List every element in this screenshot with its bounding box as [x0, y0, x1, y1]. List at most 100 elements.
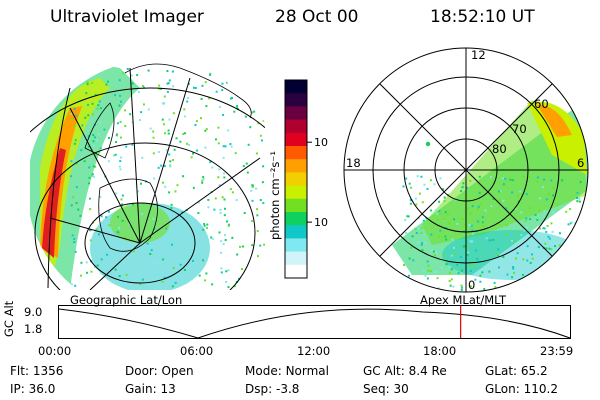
- speckle-pixel: [563, 245, 566, 248]
- speckle-pixel: [460, 217, 463, 220]
- speckle-pixel: [93, 136, 96, 139]
- speckle-pixel: [490, 205, 493, 208]
- speckle-pixel: [203, 224, 206, 227]
- speckle-pixel: [207, 198, 210, 201]
- speckle-pixel: [95, 228, 98, 231]
- speckle-pixel: [433, 254, 436, 257]
- speckle-pixel: [253, 93, 256, 96]
- speckle-pixel: [471, 229, 474, 232]
- speckle-pixel: [157, 166, 160, 169]
- speckle-pixel: [139, 182, 142, 185]
- speckle-pixel: [206, 223, 209, 226]
- speckle-pixel: [476, 220, 479, 223]
- speckle-pixel: [167, 129, 170, 132]
- speckle-pixel: [73, 237, 76, 240]
- speckle-pixel: [408, 257, 411, 260]
- speckle-pixel: [124, 124, 127, 127]
- speckle-pixel: [119, 100, 122, 103]
- speckle-pixel: [71, 234, 74, 237]
- speckle-pixel: [469, 264, 472, 267]
- speckle-pixel: [83, 160, 86, 163]
- speckle-pixel: [583, 206, 586, 209]
- speckle-pixel: [565, 210, 568, 213]
- speckle-pixel: [162, 181, 165, 184]
- speckle-pixel: [77, 75, 80, 78]
- speckle-pixel: [75, 201, 78, 204]
- speckle-pixel: [118, 79, 121, 82]
- coastline: [98, 178, 158, 252]
- speckle-pixel: [96, 247, 99, 250]
- speckle-pixel: [161, 280, 164, 283]
- lat-label-80: 80: [492, 142, 507, 156]
- speckle-pixel: [187, 82, 190, 85]
- speckle-pixel: [116, 122, 119, 125]
- speckle-pixel: [430, 209, 433, 212]
- speckle-pixel: [501, 177, 504, 180]
- speckle-pixel: [225, 270, 228, 273]
- speckle-pixel: [130, 74, 133, 77]
- speckle-pixel: [445, 263, 448, 266]
- time-tick: 12:00: [297, 344, 331, 358]
- speckle-pixel: [92, 144, 95, 147]
- speckle-pixel: [479, 203, 482, 206]
- speckle-pixel: [75, 114, 78, 117]
- speckle-pixel: [247, 143, 250, 146]
- speckle-pixel: [586, 206, 588, 209]
- speckle-pixel: [516, 252, 519, 255]
- speckle-pixel: [436, 212, 439, 215]
- speckle-pixel: [223, 198, 226, 201]
- speckle-pixel: [412, 259, 415, 262]
- speckle-pixel: [420, 243, 423, 246]
- time-label: 18:52:10 UT: [430, 7, 535, 27]
- speckle-pixel: [160, 164, 163, 167]
- speckle-pixel: [538, 209, 541, 212]
- lat-label-70: 70: [512, 122, 527, 136]
- speckle-pixel: [91, 102, 94, 105]
- speckle-pixel: [202, 259, 205, 262]
- speckle-pixel: [493, 281, 496, 284]
- speckle-pixel: [167, 82, 170, 85]
- status-mode: Mode: Normal: [245, 364, 329, 378]
- polar-gridlines: [343, 47, 589, 293]
- speckle-pixel: [108, 224, 111, 227]
- speckle-pixel: [75, 186, 78, 189]
- speckle-pixel: [497, 255, 500, 258]
- speckle-pixel: [222, 243, 225, 246]
- magnetic-panel-label: Apex MLat/MLT: [420, 293, 507, 307]
- speckle-pixel: [91, 81, 94, 84]
- speckle-pixel: [220, 251, 223, 254]
- colorbar-band: [285, 225, 307, 239]
- speckle-pixel: [89, 239, 92, 242]
- speckle-pixel: [72, 196, 75, 199]
- speckle-pixel: [84, 69, 87, 72]
- speckle-pixel: [408, 278, 411, 281]
- speckle-pixel: [168, 118, 171, 121]
- speckle-pixel: [92, 165, 95, 168]
- speckle-pixel: [259, 244, 262, 247]
- speckle-pixel: [262, 119, 265, 122]
- speckle-pixel: [120, 198, 123, 201]
- speckle-pixel: [418, 192, 421, 195]
- speckle-pixel: [233, 285, 236, 288]
- speckle-pixel: [513, 271, 516, 274]
- speckle-pixel: [531, 274, 534, 277]
- speckle-pixel: [251, 111, 254, 114]
- speckle-pixel: [449, 284, 452, 287]
- speckle-pixel: [218, 184, 221, 187]
- speckle-pixel: [517, 289, 520, 292]
- speckle-pixel: [173, 148, 176, 151]
- speckle-pixel: [161, 272, 164, 275]
- speckle-pixel: [158, 84, 161, 87]
- speckle-pixel: [259, 68, 262, 71]
- speckle-pixel: [443, 196, 446, 199]
- speckle-pixel: [246, 171, 249, 174]
- speckle-pixel: [583, 234, 586, 237]
- speckle-pixel: [100, 215, 103, 218]
- speckle-pixel: [152, 136, 155, 139]
- speckle-pixel: [439, 177, 442, 180]
- speckle-pixel: [576, 196, 579, 199]
- speckle-pixel: [471, 232, 474, 235]
- speckle-pixel: [194, 86, 197, 89]
- speckle-pixel: [115, 192, 118, 195]
- speckle-pixel: [432, 250, 435, 253]
